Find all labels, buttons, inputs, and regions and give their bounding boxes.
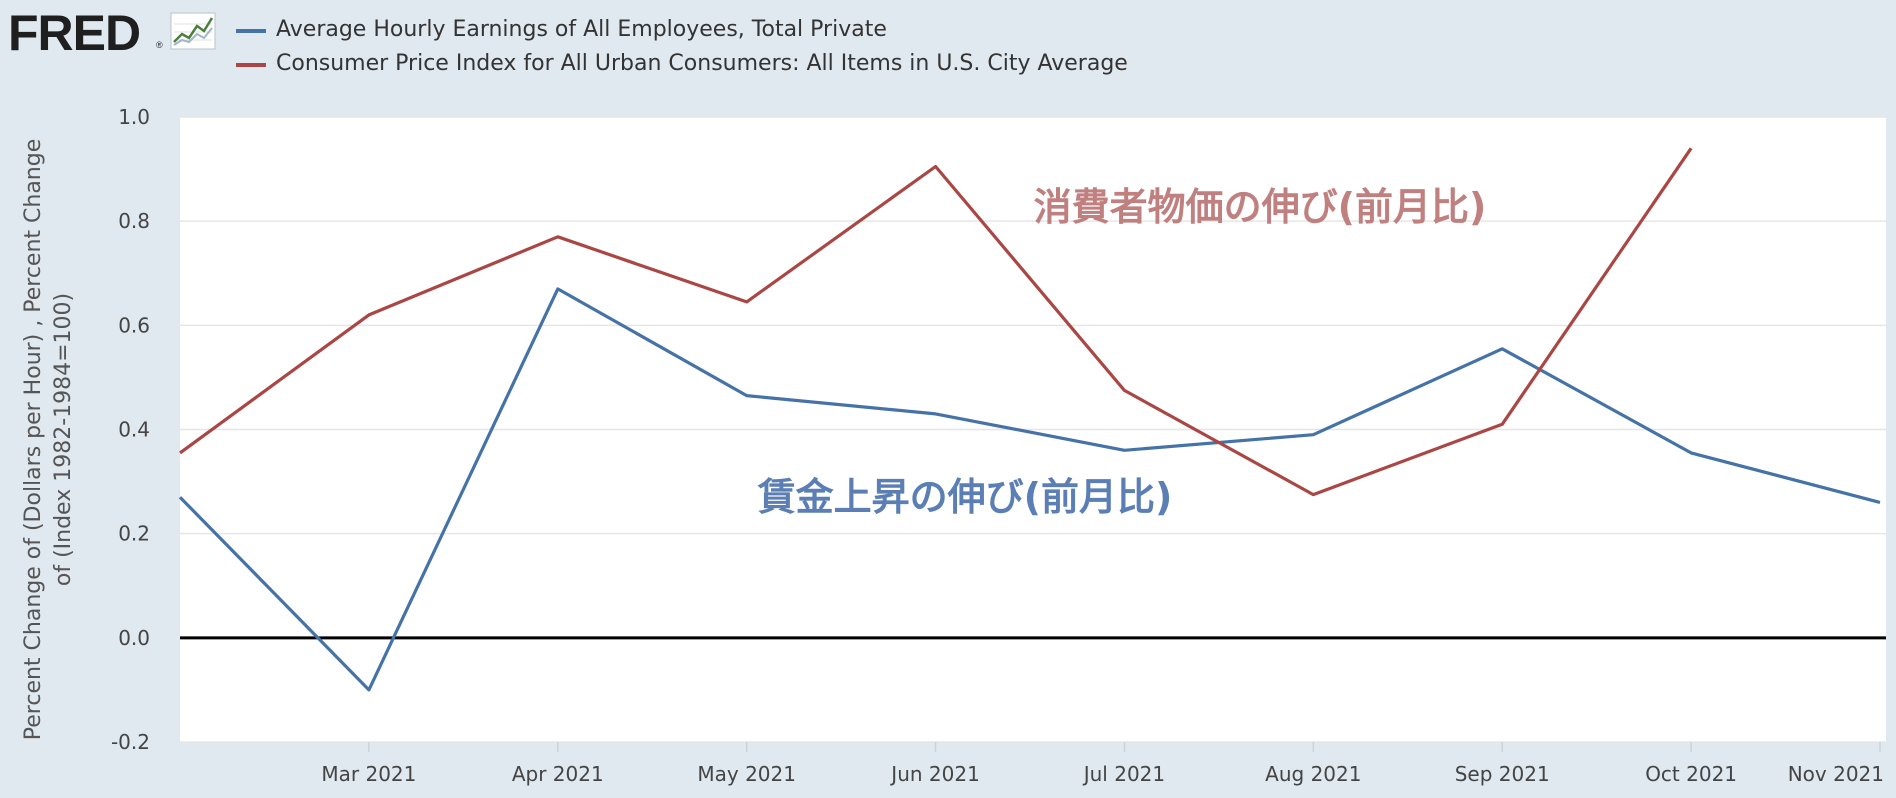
y-axis-label: Percent Change of (Dollars per Hour) , P… xyxy=(21,139,76,740)
legend-swatch-cpi xyxy=(236,63,266,67)
line-graph-icon[interactable] xyxy=(170,12,216,50)
x-tick-label-6: Sep 2021 xyxy=(1455,762,1550,786)
registered-mark: ® xyxy=(156,40,163,50)
x-tick-label-8: Nov 2021 xyxy=(1788,762,1884,786)
x-tick-label-4: Jul 2021 xyxy=(1082,762,1165,786)
y-tick-label-6: 1.0 xyxy=(118,105,150,129)
y-tick-label-4: 0.6 xyxy=(118,313,150,337)
series-line-0[interactable] xyxy=(178,287,1881,692)
y-axis-label-line-1: of (Index 1982-1984=100) xyxy=(51,293,76,586)
x-tick-label-3: Jun 2021 xyxy=(889,762,980,786)
legend-swatch-earnings xyxy=(236,29,266,33)
fred-logo[interactable]: FRED xyxy=(8,5,141,61)
y-tick-label-3: 0.4 xyxy=(118,418,150,442)
series-line-1[interactable] xyxy=(179,147,1693,497)
x-tick-label-1: Apr 2021 xyxy=(512,762,604,786)
y-tick-label-5: 0.8 xyxy=(118,209,150,233)
y-axis-ticks: -0.2 0.0 0.2 0.4 0.6 0.8 1.0 xyxy=(111,105,150,754)
x-tick-label-0: Mar 2021 xyxy=(321,762,416,786)
x-tick-label-7: Oct 2021 xyxy=(1645,762,1737,786)
annotation-label-1: 賃金上昇の伸び(前月比) xyxy=(757,475,1173,519)
legend-label-cpi: Consumer Price Index for All Urban Consu… xyxy=(276,51,1128,76)
y-tick-label-2: 0.2 xyxy=(118,522,150,546)
gridlines xyxy=(180,116,1886,743)
y-tick-label-0: -0.2 xyxy=(111,730,150,754)
x-tick-label-2: May 2021 xyxy=(697,762,796,786)
series-layer xyxy=(178,147,1881,692)
annotation-label-0: 消費者物価の伸び(前月比) xyxy=(1034,185,1487,229)
annotations: 消費者物価の伸び(前月比) 賃金上昇の伸び(前月比) xyxy=(757,185,1487,519)
x-axis-ticks: Mar 2021 Apr 2021 May 2021 Jun 2021 Jul 2021… xyxy=(321,742,1884,786)
x-tick-label-5: Aug 2021 xyxy=(1265,762,1361,786)
chart-header: FRED ® Average Hourly Earnings of All Em… xyxy=(0,0,1896,100)
y-tick-label-1: 0.0 xyxy=(118,626,150,650)
legend-label-earnings: Average Hourly Earnings of All Employees… xyxy=(276,17,887,42)
y-axis-label-line-0: Percent Change of (Dollars per Hour) , P… xyxy=(21,139,46,740)
